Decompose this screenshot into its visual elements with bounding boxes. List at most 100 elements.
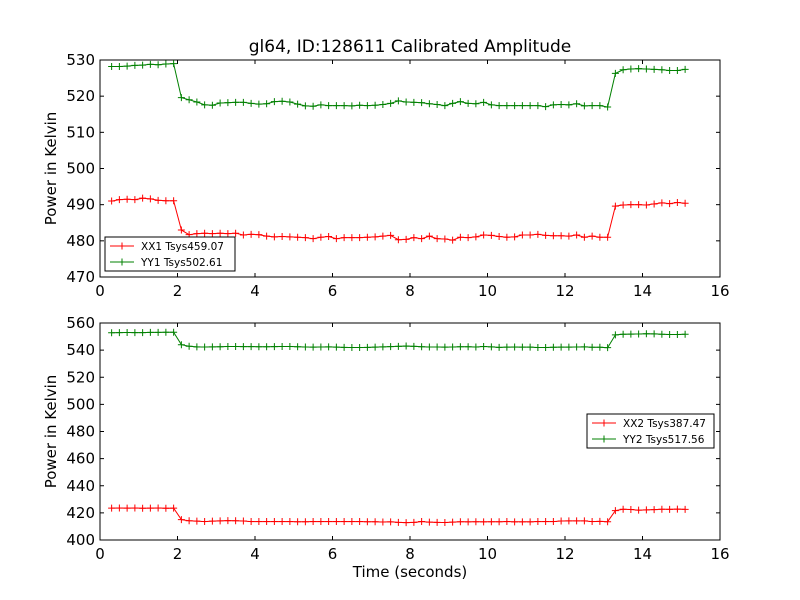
data-point-marker — [642, 330, 650, 338]
data-point-marker — [309, 102, 317, 110]
data-point-marker — [402, 342, 410, 350]
data-point-marker — [681, 330, 689, 338]
data-point-marker — [309, 235, 317, 243]
data-point-marker — [139, 504, 147, 512]
data-point-marker — [131, 329, 139, 337]
y-tick-label: 500 — [66, 160, 95, 178]
y-tick-label: 540 — [66, 341, 95, 359]
data-point-marker — [286, 233, 294, 241]
data-point-marker — [348, 102, 356, 110]
legend-swatch-marker — [118, 258, 126, 266]
data-point-marker — [534, 518, 542, 526]
x-tick-label: 6 — [328, 282, 338, 300]
data-point-marker — [495, 232, 503, 240]
x-tick-label: 16 — [710, 545, 729, 563]
data-point-marker — [294, 100, 302, 108]
data-point-marker — [363, 343, 371, 351]
data-point-marker — [286, 342, 294, 350]
data-point-marker — [557, 100, 565, 108]
data-point-marker — [123, 195, 131, 203]
data-point-marker — [387, 343, 395, 351]
data-point-marker — [162, 328, 170, 336]
data-point-marker — [394, 342, 402, 350]
data-point-marker — [363, 518, 371, 526]
data-point-marker — [495, 518, 503, 526]
data-point-marker — [487, 343, 495, 351]
data-point-marker — [340, 102, 348, 110]
data-point-marker — [177, 94, 185, 102]
data-point-marker — [394, 97, 402, 105]
data-point-marker — [549, 101, 557, 109]
data-point-marker — [270, 233, 278, 241]
data-point-marker — [511, 343, 519, 351]
x-tick-label: 2 — [173, 545, 183, 563]
data-point-marker — [418, 235, 426, 243]
data-point-marker — [115, 329, 123, 337]
data-point-marker — [673, 331, 681, 339]
y-tick-label: 560 — [66, 314, 95, 332]
data-point-marker — [301, 518, 309, 526]
data-point-marker — [611, 331, 619, 339]
data-point-marker — [387, 518, 395, 526]
data-point-marker — [410, 342, 418, 350]
data-point-marker — [294, 343, 302, 351]
legend-entry-label: XX1 Tsys459.07 — [141, 241, 224, 253]
data-point-marker — [410, 518, 418, 526]
y-tick-label: 470 — [66, 268, 95, 286]
data-point-marker — [542, 518, 550, 526]
y-tick-label: 460 — [66, 450, 95, 468]
legend-box — [104, 236, 236, 272]
data-point-marker — [410, 98, 418, 106]
data-point-marker — [580, 102, 588, 110]
data-point-marker — [596, 233, 604, 241]
data-point-marker — [604, 103, 612, 111]
data-point-marker — [472, 343, 480, 351]
data-point-marker — [611, 507, 619, 515]
data-point-marker — [565, 101, 573, 109]
data-point-marker — [619, 201, 627, 209]
data-point-marker — [239, 231, 247, 239]
data-point-marker — [495, 343, 503, 351]
legend-swatch-marker — [600, 419, 608, 427]
data-point-marker — [642, 65, 650, 73]
legend-entry-label: XX2 Tsys387.47 — [623, 418, 706, 430]
data-point-marker — [588, 232, 596, 240]
y-tick-label: 530 — [66, 51, 95, 69]
data-point-marker — [588, 518, 596, 526]
data-point-marker — [255, 231, 263, 239]
x-tick-label: 0 — [95, 282, 105, 300]
data-point-marker — [441, 519, 449, 527]
data-point-marker — [418, 343, 426, 351]
data-point-marker — [170, 197, 178, 205]
x-tick-label: 14 — [633, 545, 652, 563]
data-point-marker — [325, 343, 333, 351]
data-point-marker — [294, 233, 302, 241]
data-point-marker — [449, 99, 457, 107]
data-point-marker — [356, 518, 364, 526]
data-point-marker — [480, 342, 488, 350]
data-point-marker — [216, 229, 224, 237]
data-point-marker — [208, 343, 216, 351]
data-point-marker — [441, 235, 449, 243]
y-tick-label: 480 — [66, 423, 95, 441]
data-point-marker — [332, 102, 340, 110]
data-point-marker — [325, 518, 333, 526]
legend-swatch-marker — [118, 242, 126, 250]
data-point-marker — [487, 231, 495, 239]
data-point-marker — [518, 518, 526, 526]
x-tick-label: 16 — [710, 282, 729, 300]
data-point-marker — [139, 194, 147, 202]
data-point-marker — [325, 232, 333, 240]
data-point-marker — [503, 102, 511, 110]
data-point-marker — [185, 342, 193, 350]
data-point-marker — [216, 517, 224, 525]
data-point-marker — [255, 100, 263, 108]
data-point-marker — [557, 517, 565, 525]
data-point-marker — [573, 231, 581, 239]
legend: XX2 Tsys387.47 YY2 Tsys517.56 — [586, 413, 715, 449]
data-point-marker — [456, 518, 464, 526]
data-point-marker — [356, 234, 364, 242]
data-point-marker — [534, 230, 542, 238]
data-point-marker — [495, 102, 503, 110]
y-tick-label: 420 — [66, 504, 95, 522]
